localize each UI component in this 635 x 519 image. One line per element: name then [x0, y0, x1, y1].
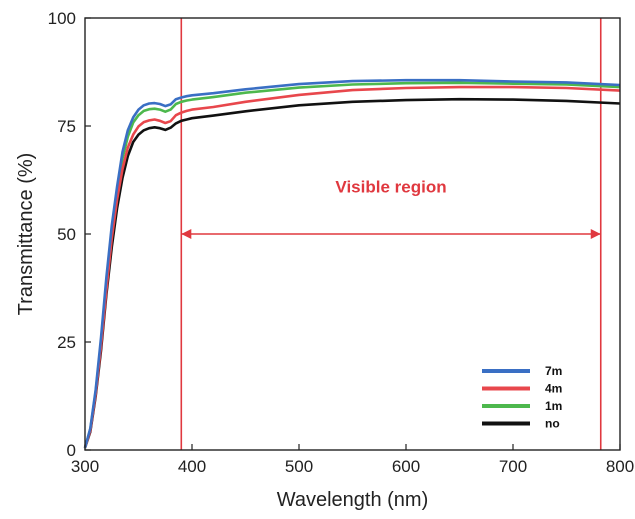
series-line-7m [83, 78, 621, 449]
series-line-no [83, 97, 621, 449]
series-lines [83, 78, 621, 449]
legend-label-7m: 7m [545, 364, 562, 378]
series-line-4m [83, 85, 621, 449]
x-tick-label: 700 [499, 457, 527, 476]
x-tick-label: 500 [285, 457, 313, 476]
legend-label-4m: 4m [545, 382, 562, 396]
y-tick-label: 0 [67, 441, 76, 460]
x-tick-label: 400 [178, 457, 206, 476]
y-axis-ticks: 0 25 50 75 100 [48, 9, 91, 460]
y-tick-label: 50 [57, 225, 76, 244]
x-tick-label: 800 [606, 457, 634, 476]
visible-region-annotation: Visible region [181, 177, 601, 239]
series-line-1m [83, 81, 621, 449]
legend: 7m 4m 1m no [482, 364, 562, 431]
visible-region-arrowhead-right [590, 229, 601, 239]
y-tick-label: 100 [48, 9, 76, 28]
y-tick-label: 25 [57, 333, 76, 352]
legend-label-no: no [545, 417, 560, 431]
y-axis-title: Transmittance (%) [15, 153, 37, 316]
legend-label-1m: 1m [545, 399, 562, 413]
y-tick-label: 75 [57, 117, 76, 136]
visible-region-label: Visible region [335, 177, 446, 196]
x-tick-label: 600 [392, 457, 420, 476]
visible-region-arrowhead-left [181, 229, 192, 239]
x-tick-label: 300 [71, 457, 99, 476]
x-axis-title: Wavelength (nm) [277, 489, 429, 511]
x-axis-ticks: 300 400 500 600 700 800 [71, 444, 634, 476]
